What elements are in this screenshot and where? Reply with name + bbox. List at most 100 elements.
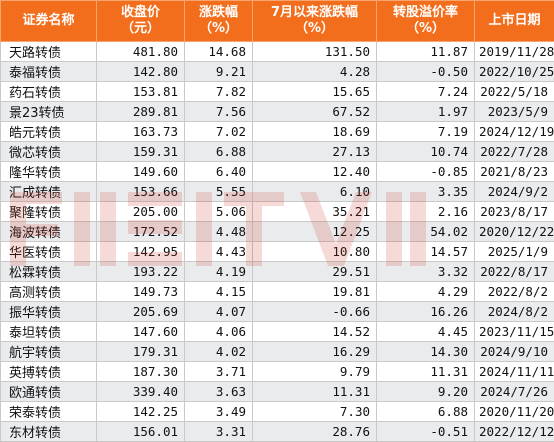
- cell-listing-date: 2022/10/25: [475, 62, 554, 82]
- cell-change-pct: 4.02: [185, 342, 253, 362]
- cell-change-since-july: 9.79: [253, 362, 377, 382]
- cell-close-price: 205.00: [97, 202, 185, 222]
- cell-conversion-premium: 9.20: [377, 382, 475, 402]
- cell-conversion-premium: -0.50: [377, 62, 475, 82]
- cell-conversion-premium: 10.74: [377, 142, 475, 162]
- header-cell-change-since-july: 7月以来涨跌幅（%）: [253, 1, 377, 42]
- cell-change-pct: 9.21: [185, 62, 253, 82]
- cell-close-price: 289.81: [97, 102, 185, 122]
- cell-listing-date: 2024/9/2: [475, 182, 554, 202]
- cell-close-price: 163.73: [97, 122, 185, 142]
- cell-change-pct: 5.55: [185, 182, 253, 202]
- cell-change-pct: 4.07: [185, 302, 253, 322]
- cell-change-since-july: 15.65: [253, 82, 377, 102]
- cell-security-name: 华医转债: [1, 242, 97, 262]
- cell-conversion-premium: -0.51: [377, 422, 475, 442]
- cell-change-since-july: 14.52: [253, 322, 377, 342]
- cell-listing-date: 2020/12/22: [475, 222, 554, 242]
- cell-listing-date: 2022/7/28: [475, 142, 554, 162]
- cell-close-price: 142.80: [97, 62, 185, 82]
- cell-security-name: 松霖转债: [1, 262, 97, 282]
- cell-listing-date: 2024/11/11: [475, 362, 554, 382]
- cell-change-since-july: 27.13: [253, 142, 377, 162]
- header-cell-conversion-premium: 转股溢价率（%）: [377, 1, 475, 42]
- cell-change-pct: 3.63: [185, 382, 253, 402]
- cell-listing-date: 2022/8/2: [475, 282, 554, 302]
- cell-change-since-july: 12.40: [253, 162, 377, 182]
- cell-listing-date: 2023/11/15: [475, 322, 554, 342]
- cell-change-since-july: 19.81: [253, 282, 377, 302]
- cell-listing-date: 2024/8/2: [475, 302, 554, 322]
- cell-change-since-july: 131.50: [253, 42, 377, 62]
- cell-change-since-july: 12.25: [253, 222, 377, 242]
- cell-security-name: 隆华转债: [1, 162, 97, 182]
- cell-change-pct: 6.40: [185, 162, 253, 182]
- cell-security-name: 泰坦转债: [1, 322, 97, 342]
- cell-change-pct: 4.15: [185, 282, 253, 302]
- cell-security-name: 皓元转债: [1, 122, 97, 142]
- cell-security-name: 英搏转债: [1, 362, 97, 382]
- cell-conversion-premium: 54.02: [377, 222, 475, 242]
- cell-conversion-premium: 2.16: [377, 202, 475, 222]
- cell-security-name: 汇成转债: [1, 182, 97, 202]
- header-cell-change-pct: 涨跌幅（%）: [185, 1, 253, 42]
- cell-change-pct: 7.82: [185, 82, 253, 102]
- cell-conversion-premium: 7.24: [377, 82, 475, 102]
- cell-security-name: 海波转债: [1, 222, 97, 242]
- cell-close-price: 481.80: [97, 42, 185, 62]
- cell-listing-date: 2025/1/9: [475, 242, 554, 262]
- cell-conversion-premium: 7.19: [377, 122, 475, 142]
- cell-security-name: 聚隆转债: [1, 202, 97, 222]
- cell-change-pct: 5.06: [185, 202, 253, 222]
- cell-change-pct: 6.88: [185, 142, 253, 162]
- cell-change-since-july: 29.51: [253, 262, 377, 282]
- cell-conversion-premium: 11.31: [377, 362, 475, 382]
- cell-change-pct: 14.68: [185, 42, 253, 62]
- cell-close-price: 156.01: [97, 422, 185, 442]
- cell-listing-date: 2020/11/20: [475, 402, 554, 422]
- cell-close-price: 193.22: [97, 262, 185, 282]
- cell-listing-date: 2022/12/12: [475, 422, 554, 442]
- cell-change-since-july: 18.69: [253, 122, 377, 142]
- cell-close-price: 179.31: [97, 342, 185, 362]
- cell-close-price: 153.81: [97, 82, 185, 102]
- cell-close-price: 187.30: [97, 362, 185, 382]
- cell-conversion-premium: 14.57: [377, 242, 475, 262]
- cell-conversion-premium: 4.29: [377, 282, 475, 302]
- cell-change-pct: 4.43: [185, 242, 253, 262]
- cell-listing-date: 2023/8/17: [475, 202, 554, 222]
- cell-close-price: 153.66: [97, 182, 185, 202]
- cell-close-price: 149.73: [97, 282, 185, 302]
- cell-close-price: 339.40: [97, 382, 185, 402]
- cell-conversion-premium: 16.26: [377, 302, 475, 322]
- cell-change-pct: 4.06: [185, 322, 253, 342]
- cell-listing-date: 2023/5/9: [475, 102, 554, 122]
- cell-conversion-premium: 4.45: [377, 322, 475, 342]
- cell-conversion-premium: 14.30: [377, 342, 475, 362]
- cell-change-pct: 3.71: [185, 362, 253, 382]
- cell-change-since-july: 11.31: [253, 382, 377, 402]
- cell-security-name: 景23转债: [1, 102, 97, 122]
- cell-change-since-july: 4.28: [253, 62, 377, 82]
- cell-change-pct: 4.48: [185, 222, 253, 242]
- cell-security-name: 微芯转债: [1, 142, 97, 162]
- header-row: 证券名称 收盘价（元） 涨跌幅（%） 7月以来涨跌幅（%） 转股溢价率（%） 上…: [1, 1, 554, 42]
- cell-listing-date: 2021/8/23: [475, 162, 554, 182]
- cell-conversion-premium: 3.35: [377, 182, 475, 202]
- cell-listing-date: 2024/7/26: [475, 382, 554, 402]
- cell-change-since-july: 28.76: [253, 422, 377, 442]
